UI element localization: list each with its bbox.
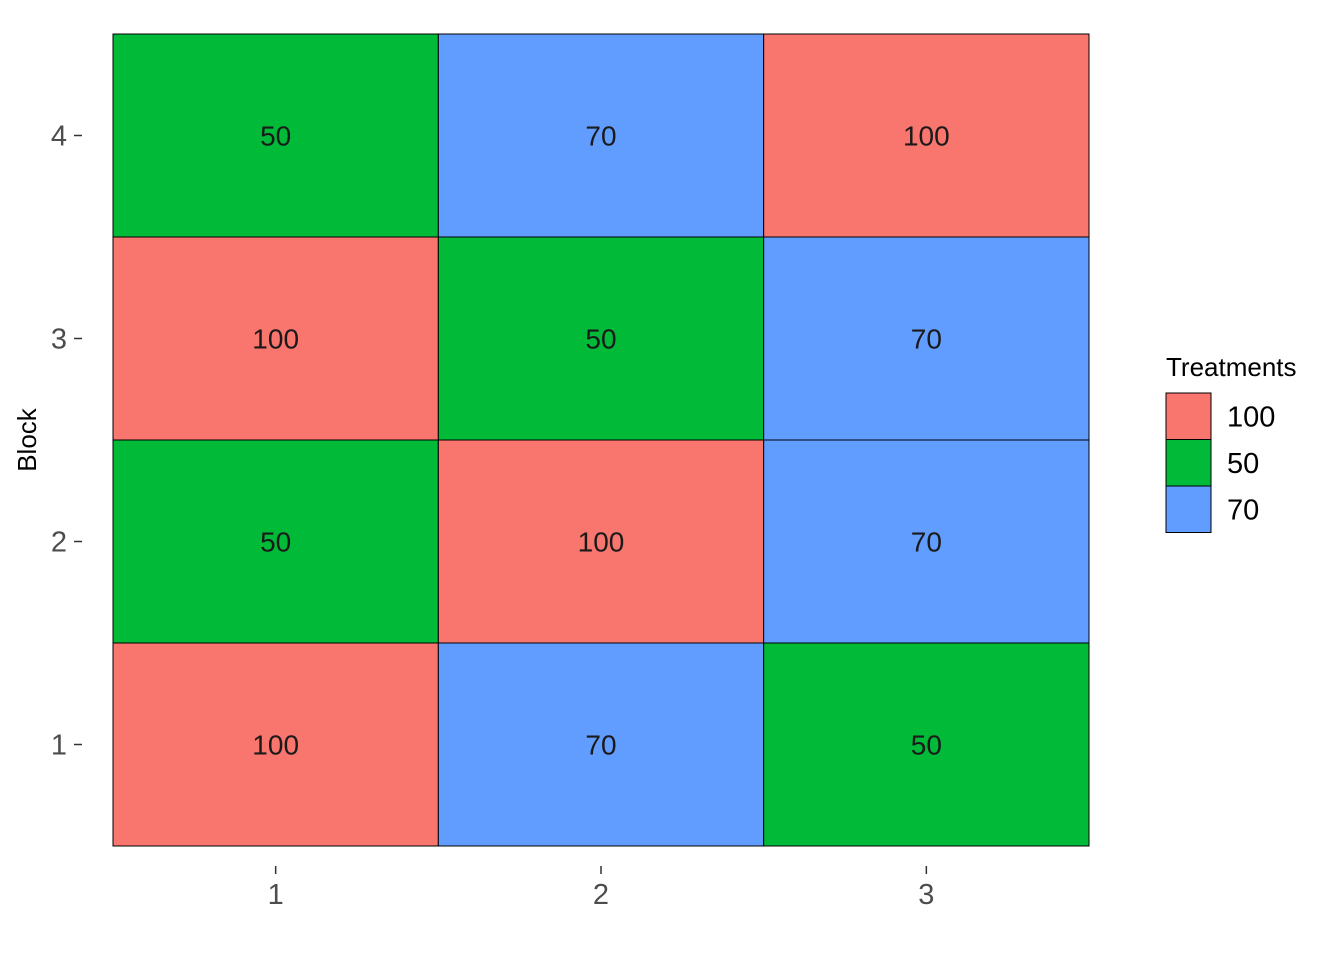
cells-layer [112,33,1090,847]
legend-key [1165,439,1212,487]
heatmap-cell [437,642,765,847]
cell-labels-layer: 100 70 50 50 100 70 100 50 70 50 70 100 [252,121,949,761]
legend: Treatments 100 50 70 [1165,352,1297,533]
heatmap-cell [112,439,439,644]
cell-value-label: 70 [585,121,616,152]
cell-value-label: 50 [911,730,942,761]
heatmap-cell [437,439,765,644]
y-axis: 1 2 3 4 [51,121,82,762]
legend-label: 50 [1227,448,1259,480]
y-tick-label: 2 [51,527,67,559]
y-tick-label: 1 [51,730,67,762]
x-tick-label: 2 [593,879,609,911]
heatmap-cell [763,33,1090,238]
heatmap-cell [437,236,765,441]
x-tick-label: 3 [918,879,934,911]
cell-value-label: 100 [578,527,625,558]
cell-value-label: 100 [903,121,950,152]
cell-value-label: 70 [585,730,616,761]
legend-entries: 100 50 70 [1165,392,1275,533]
heatmap-cell [112,236,439,441]
cell-value-label: 50 [260,121,291,152]
y-axis-title: Block [12,407,42,472]
y-tick-label: 3 [51,324,67,356]
cell-value-label: 70 [911,324,942,355]
heatmap-cell [763,439,1090,644]
y-tick-label: 4 [51,121,67,153]
cell-value-label: 50 [260,527,291,558]
cell-value-label: 100 [252,324,299,355]
cell-value-label: 70 [911,527,942,558]
legend-key [1165,485,1212,533]
x-tick-label: 1 [268,879,284,911]
cell-value-label: 50 [585,324,616,355]
x-axis: 1 2 3 [268,866,934,911]
legend-label: 70 [1227,494,1259,526]
heatmap-cell [763,236,1090,441]
legend-title: Treatments [1166,352,1297,382]
legend-key [1165,392,1212,440]
cell-value-label: 100 [252,730,299,761]
legend-label: 100 [1227,401,1275,433]
heatmap-cell [112,642,439,847]
heatmap-cell [112,33,439,238]
